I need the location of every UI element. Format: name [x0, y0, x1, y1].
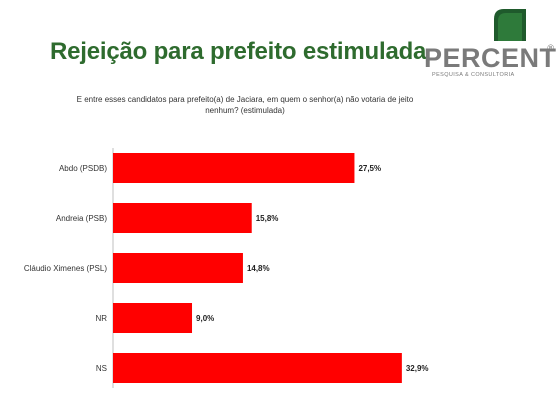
percent-logo: PERCENT ® PESQUISA & CONSULTORIA [424, 3, 556, 85]
data-label: 9,0% [196, 314, 214, 323]
bar [113, 353, 402, 383]
page-title: Rejeição para prefeito estimulada [50, 38, 427, 65]
survey-question: E entre esses candidatos para prefeito(a… [76, 95, 414, 115]
logo-tagline: PESQUISA & CONSULTORIA [432, 72, 515, 78]
category-label: Abdo (PSDB) [59, 164, 107, 173]
data-label: 27,5% [358, 164, 381, 173]
bar [113, 253, 243, 283]
category-label: Cláudio Ximenes (PSL) [24, 264, 107, 273]
logo-mark-icon [494, 9, 526, 41]
data-label: 32,9% [406, 364, 429, 373]
bar [113, 203, 252, 233]
category-label: Andreia (PSB) [56, 214, 107, 223]
logo-wordmark: PERCENT [424, 43, 557, 73]
bar [113, 153, 355, 183]
bar [113, 303, 193, 333]
data-label: 14,8% [247, 264, 270, 273]
category-label: NR [95, 314, 107, 323]
category-label: NS [96, 364, 107, 373]
logo-registered-mark: ® [547, 43, 554, 53]
data-label: 15,8% [256, 214, 279, 223]
